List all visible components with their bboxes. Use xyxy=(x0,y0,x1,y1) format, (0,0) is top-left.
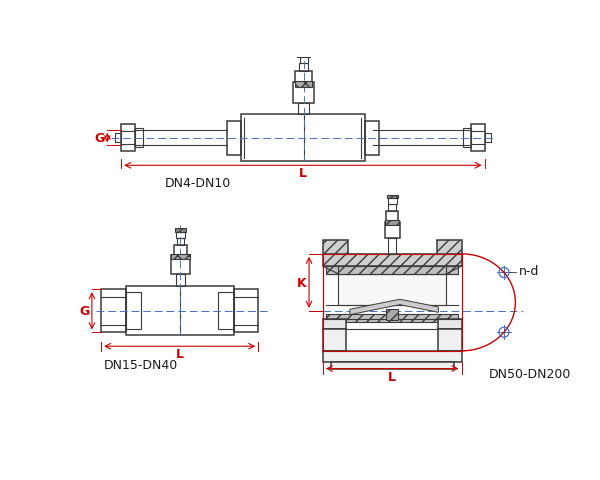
Bar xyxy=(323,330,346,351)
Bar xyxy=(126,287,233,336)
Bar xyxy=(227,121,241,155)
Bar xyxy=(218,293,233,330)
Bar xyxy=(135,129,143,147)
Bar xyxy=(331,362,454,370)
Bar xyxy=(388,204,396,211)
Bar xyxy=(175,229,186,233)
Bar xyxy=(471,124,485,152)
Text: n-d: n-d xyxy=(520,265,540,278)
Bar xyxy=(115,133,121,143)
Bar xyxy=(171,254,190,260)
Bar xyxy=(298,104,309,115)
Bar xyxy=(326,266,458,274)
Bar xyxy=(121,124,135,152)
Bar xyxy=(385,220,399,225)
Text: G: G xyxy=(94,132,105,145)
Bar xyxy=(437,240,461,256)
Bar xyxy=(241,115,365,161)
Bar xyxy=(439,319,461,330)
Bar xyxy=(388,239,396,254)
Bar xyxy=(173,245,187,256)
Bar xyxy=(387,195,398,199)
Bar xyxy=(386,211,398,222)
Bar xyxy=(386,310,398,320)
Bar xyxy=(295,72,312,83)
Text: L: L xyxy=(176,348,184,360)
Bar xyxy=(439,330,461,351)
Bar xyxy=(338,274,446,305)
Bar xyxy=(323,319,346,330)
Bar xyxy=(385,222,400,239)
Bar xyxy=(463,129,471,147)
Text: K: K xyxy=(296,276,306,289)
Bar xyxy=(176,233,185,238)
Bar xyxy=(233,289,258,333)
Text: L: L xyxy=(388,370,396,383)
Bar xyxy=(176,238,184,245)
Bar xyxy=(295,82,312,87)
Bar xyxy=(485,133,491,143)
Text: L: L xyxy=(299,167,307,180)
Bar xyxy=(126,293,141,330)
Text: DN50-DN200: DN50-DN200 xyxy=(488,368,571,381)
Text: DN15-DN40: DN15-DN40 xyxy=(103,359,178,372)
Bar xyxy=(299,64,308,72)
Bar xyxy=(388,199,397,204)
Polygon shape xyxy=(350,300,439,315)
Text: G: G xyxy=(79,305,89,318)
Bar xyxy=(323,351,461,362)
Bar xyxy=(101,289,126,333)
Bar xyxy=(323,254,461,266)
Bar xyxy=(323,240,347,256)
Bar xyxy=(326,314,458,322)
Bar xyxy=(176,274,185,287)
Bar xyxy=(365,121,379,155)
Bar xyxy=(171,256,190,274)
Bar xyxy=(300,59,308,64)
Bar xyxy=(293,83,314,104)
Text: DN4-DN10: DN4-DN10 xyxy=(165,176,232,189)
Bar xyxy=(298,54,310,59)
